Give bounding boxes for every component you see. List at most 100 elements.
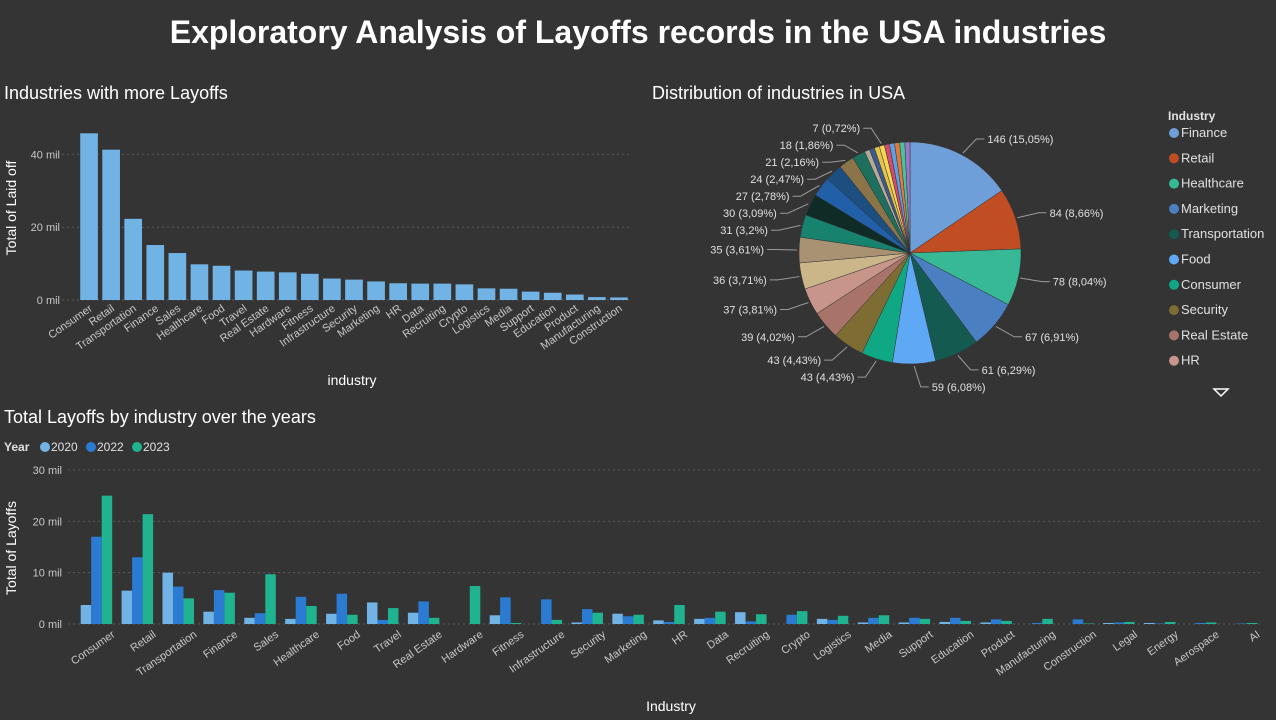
- bar-manufacturing-2022[interactable]: [1032, 623, 1043, 624]
- bar-consumer[interactable]: [80, 133, 98, 300]
- bar-finance-2023[interactable]: [224, 593, 235, 624]
- bar-aerospace-2023[interactable]: [1206, 622, 1217, 624]
- bar-fitness-2023[interactable]: [511, 623, 522, 624]
- bar-logistics-2022[interactable]: [827, 620, 838, 624]
- bar-hr-2023[interactable]: [674, 605, 685, 624]
- bar-construction-2023[interactable]: [1083, 623, 1094, 624]
- bar-healthcare-2020[interactable]: [285, 619, 296, 624]
- bar-media[interactable]: [500, 289, 518, 300]
- bar-sales[interactable]: [169, 253, 187, 300]
- bar-media-2023[interactable]: [879, 615, 890, 624]
- legend-item-real-estate[interactable]: Real Estate: [1181, 327, 1248, 342]
- bar-energy-2020[interactable]: [1144, 623, 1155, 624]
- bar-manufacturing-2023[interactable]: [1042, 619, 1053, 624]
- bar-food-2020[interactable]: [326, 614, 337, 624]
- bar-security-2022[interactable]: [582, 609, 593, 624]
- bar-finance-2020[interactable]: [203, 612, 214, 624]
- legend-scroll-down-icon[interactable]: [1214, 389, 1228, 396]
- bar-transportation[interactable]: [124, 219, 142, 300]
- legend-item-marketing[interactable]: Marketing: [1181, 201, 1238, 216]
- bar-infrastructure-2023[interactable]: [552, 620, 563, 624]
- bar-crypto-2022[interactable]: [786, 615, 797, 624]
- bar-retail[interactable]: [102, 150, 120, 300]
- bar-recruiting-2022[interactable]: [746, 621, 757, 624]
- bar-real-estate-2020[interactable]: [408, 613, 419, 624]
- bar-logistics[interactable]: [478, 288, 496, 300]
- bar-consumer-2023[interactable]: [102, 496, 113, 624]
- bar-product-2022[interactable]: [991, 619, 1002, 624]
- bar-product[interactable]: [566, 295, 584, 300]
- bar-marketing-2022[interactable]: [623, 616, 634, 624]
- bar-recruiting[interactable]: [433, 284, 451, 300]
- bar-energy-2022[interactable]: [1155, 623, 1166, 624]
- bar-healthcare-2022[interactable]: [296, 597, 307, 624]
- legend-item-consumer[interactable]: Consumer: [1181, 277, 1242, 292]
- bar-real-estate-2023[interactable]: [429, 618, 440, 624]
- bar-support-2023[interactable]: [920, 619, 931, 624]
- bar-consumer-2022[interactable]: [91, 537, 102, 624]
- bar-product-2023[interactable]: [1001, 621, 1012, 624]
- bar-ai-2022[interactable]: [1236, 623, 1247, 624]
- bar-finance[interactable]: [146, 245, 164, 300]
- bar-sales-2020[interactable]: [244, 618, 255, 624]
- bar-education[interactable]: [544, 293, 562, 300]
- bar-travel-2020[interactable]: [367, 602, 378, 624]
- bar-security-2020[interactable]: [571, 622, 582, 624]
- bar-hardware-2023[interactable]: [470, 586, 481, 624]
- bar-transportation-2022[interactable]: [173, 587, 184, 624]
- bar-infrastructure[interactable]: [323, 279, 341, 300]
- year-legend-item-2020[interactable]: 2020: [51, 440, 78, 454]
- legend-item-finance[interactable]: Finance: [1181, 125, 1227, 140]
- legend-item-healthcare[interactable]: Healthcare: [1181, 176, 1244, 191]
- bar-retail-2020[interactable]: [122, 591, 132, 624]
- bar-product-2020[interactable]: [980, 622, 991, 624]
- bar-support[interactable]: [522, 292, 540, 300]
- bar-fitness-2020[interactable]: [490, 615, 501, 624]
- year-legend-item-2022[interactable]: 2022: [97, 440, 124, 454]
- bar-sales-2022[interactable]: [255, 613, 266, 624]
- bar-recruiting-2020[interactable]: [735, 612, 746, 624]
- bar-food-2022[interactable]: [337, 594, 348, 624]
- bar-education-2022[interactable]: [950, 618, 961, 624]
- bar-infrastructure-2022[interactable]: [541, 599, 552, 624]
- bar-real-estate-2022[interactable]: [418, 601, 429, 624]
- bar-consumer-2020[interactable]: [81, 605, 92, 624]
- bar-marketing-2023[interactable]: [633, 615, 644, 624]
- bar-retail-2022[interactable]: [132, 557, 143, 624]
- bar-logistics-2020[interactable]: [817, 619, 828, 624]
- bar-food-2023[interactable]: [347, 615, 358, 624]
- bar-data-2022[interactable]: [705, 618, 716, 624]
- bar-real-estate[interactable]: [257, 272, 275, 300]
- bar-legal-2023[interactable]: [1124, 622, 1135, 624]
- bar-logistics-2023[interactable]: [838, 616, 849, 624]
- bar-data-2020[interactable]: [694, 619, 705, 624]
- bar-hardware[interactable]: [279, 272, 297, 300]
- bar-healthcare[interactable]: [191, 264, 209, 300]
- bar-travel-2022[interactable]: [377, 620, 388, 624]
- bar-data[interactable]: [411, 284, 429, 300]
- bar-security[interactable]: [345, 280, 363, 300]
- bar-education-2023[interactable]: [961, 621, 972, 624]
- bar-marketing[interactable]: [367, 281, 385, 300]
- bar-construction-2022[interactable]: [1073, 619, 1084, 624]
- year-legend-item-2023[interactable]: 2023: [143, 440, 170, 454]
- bar-recruiting-2023[interactable]: [756, 614, 767, 624]
- legend-item-security[interactable]: Security: [1181, 302, 1228, 317]
- bar-manufacturing[interactable]: [588, 297, 606, 300]
- bar-food[interactable]: [213, 266, 231, 300]
- bar-hr-2022[interactable]: [664, 622, 675, 624]
- bar-finance-2022[interactable]: [214, 590, 225, 624]
- bar-marketing-2020[interactable]: [612, 614, 623, 624]
- bar-transportation-2020[interactable]: [162, 573, 173, 624]
- legend-item-retail[interactable]: Retail: [1181, 150, 1214, 165]
- bar-sales-2023[interactable]: [265, 574, 276, 624]
- bar-fitness-2022[interactable]: [500, 597, 511, 624]
- bar-transportation-2023[interactable]: [183, 598, 194, 624]
- bar-fitness[interactable]: [301, 274, 319, 300]
- bar-energy-2023[interactable]: [1165, 622, 1176, 624]
- bar-security-2023[interactable]: [592, 613, 603, 624]
- legend-item-food[interactable]: Food: [1181, 252, 1211, 267]
- bar-education-2020[interactable]: [940, 622, 951, 624]
- bar-legal-2022[interactable]: [1114, 622, 1125, 624]
- bar-healthcare-2023[interactable]: [306, 606, 317, 624]
